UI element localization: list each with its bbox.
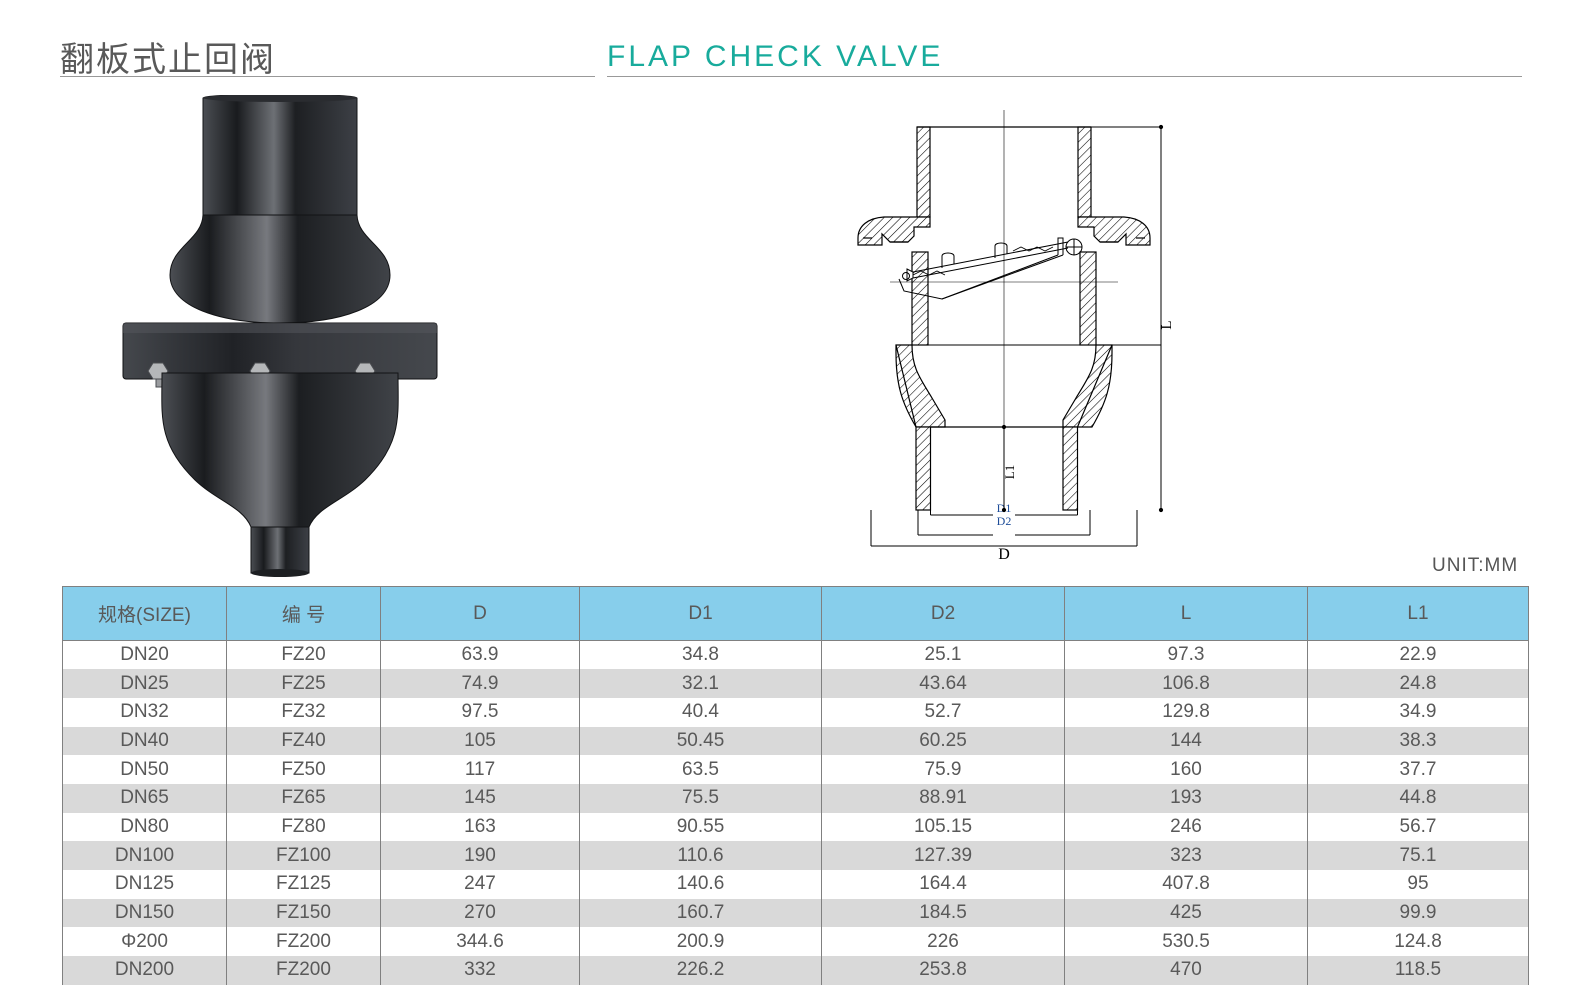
svg-text:L1: L1 — [1002, 465, 1017, 479]
svg-text:D2: D2 — [997, 514, 1012, 528]
svg-text:D: D — [998, 546, 1010, 563]
svg-text:L: L — [1159, 320, 1175, 329]
